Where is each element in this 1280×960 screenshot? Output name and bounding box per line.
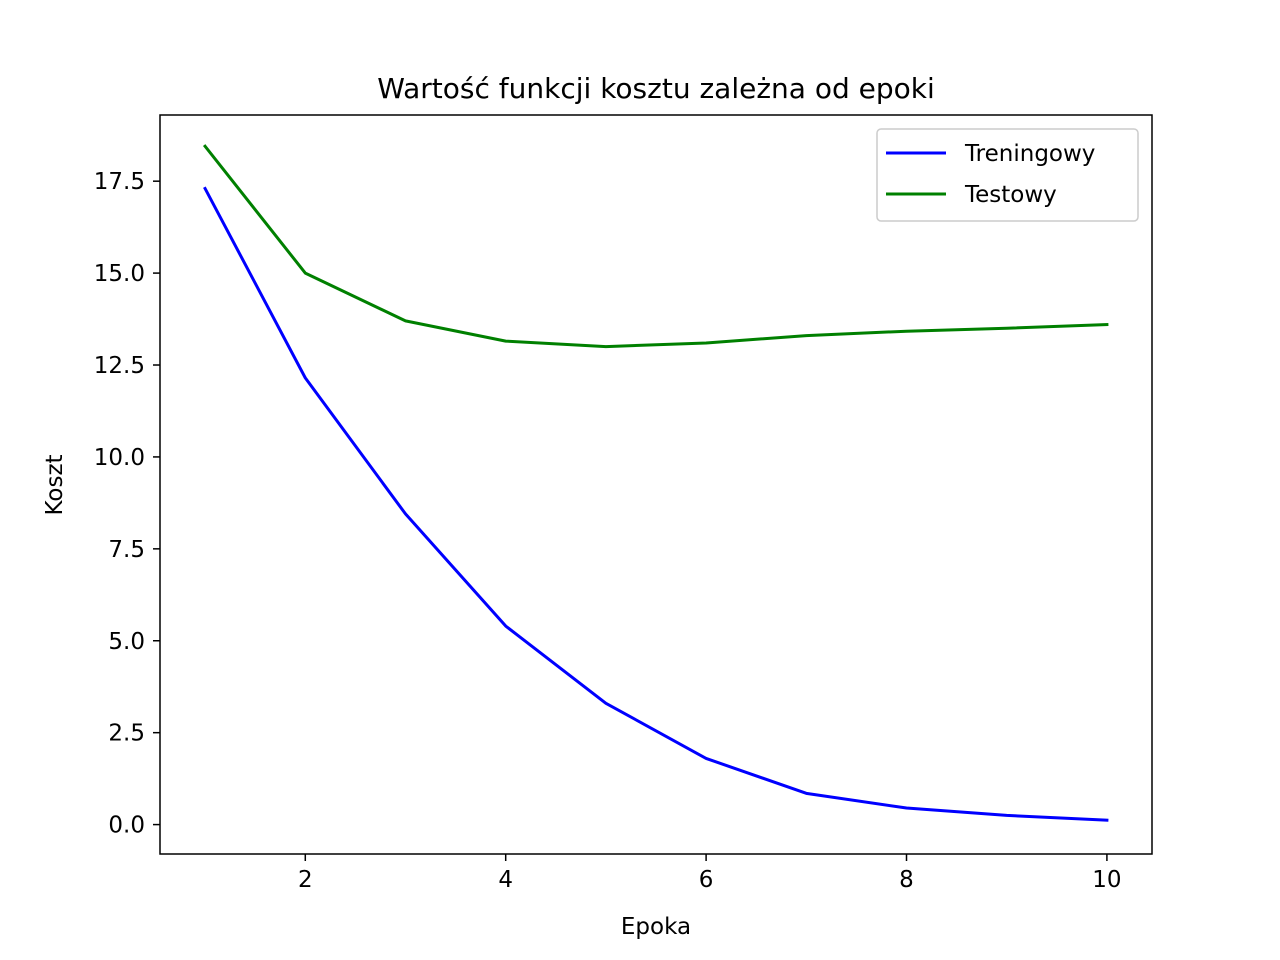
legend-label-treningowy: Treningowy (964, 141, 1095, 167)
y-tick-label: 15.0 (94, 261, 145, 287)
y-tick-label: 10.0 (94, 445, 145, 471)
y-tick-label: 17.5 (94, 169, 145, 195)
y-tick-label: 5.0 (108, 629, 145, 655)
plot-area (160, 115, 1152, 854)
x-axis-label: Epoka (621, 914, 691, 940)
series-line-testowy (202, 144, 1109, 349)
plot-frame (159, 114, 1153, 855)
legend: Treningowy Testowy (876, 128, 1139, 222)
chart-title: Wartość funkcji kosztu zależna od epoki (377, 72, 935, 105)
series-line-treningowy (203, 186, 1109, 822)
series-treningowy (203, 186, 1109, 822)
y-axis-label: Koszt (42, 454, 68, 515)
y-axis: 0.0 2.5 5.0 7.5 10.0 12.5 15.0 17.5 (94, 169, 160, 839)
x-tick-label: 10 (1092, 867, 1121, 893)
x-tick-label: 4 (498, 867, 513, 893)
y-tick-label: 7.5 (108, 537, 145, 563)
x-tick-label: 2 (298, 867, 313, 893)
x-axis: 2 4 6 8 10 (298, 854, 1122, 893)
series-testowy (202, 144, 1109, 349)
x-tick-label: 6 (699, 867, 714, 893)
x-tick-label: 8 (899, 867, 914, 893)
y-tick-label: 12.5 (94, 353, 145, 379)
y-tick-label: 0.0 (108, 813, 145, 839)
series-layer (202, 144, 1109, 822)
legend-label-testowy: Testowy (964, 182, 1057, 208)
y-tick-label: 2.5 (108, 721, 145, 747)
